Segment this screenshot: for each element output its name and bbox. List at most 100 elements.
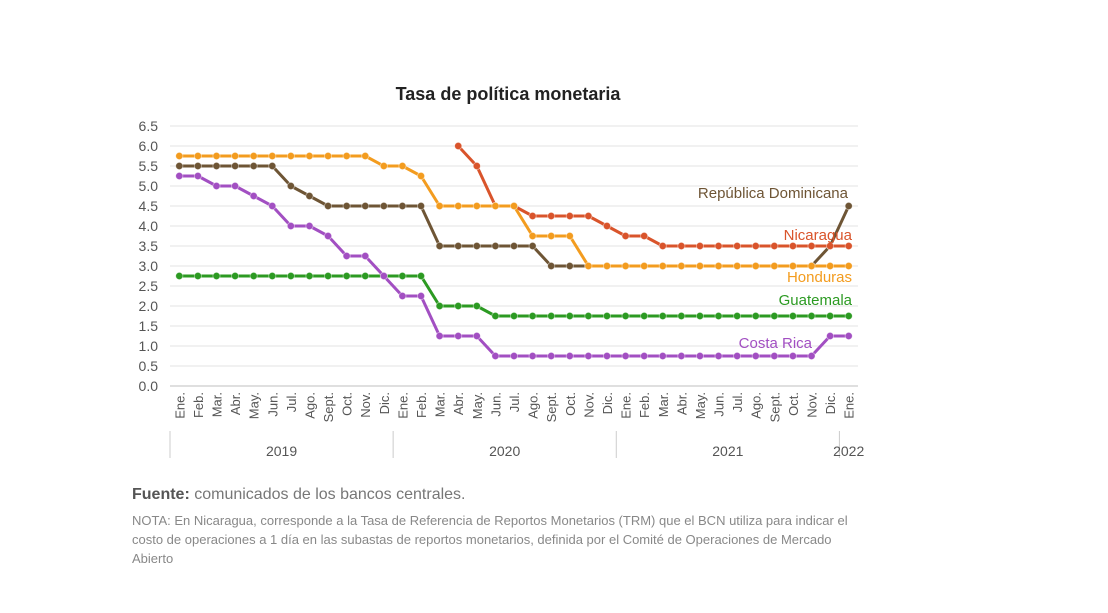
data-point-honduras (844, 261, 853, 270)
data-point-nicaragua (472, 161, 481, 170)
data-point-costa-rica (640, 351, 649, 360)
data-point-costa-rica (788, 351, 797, 360)
data-point-guatemala (788, 311, 797, 320)
data-point-guatemala (342, 271, 351, 280)
data-point-costa-rica (547, 351, 556, 360)
data-point-republica-dominicana (565, 261, 574, 270)
year-label: 2019 (266, 443, 297, 459)
data-point-guatemala (844, 311, 853, 320)
data-point-costa-rica (528, 351, 537, 360)
data-point-honduras (640, 261, 649, 270)
data-point-honduras (212, 151, 221, 160)
x-tick-label: Nov. (805, 392, 820, 418)
x-tick-label: Ene. (842, 392, 857, 419)
data-point-costa-rica (826, 331, 835, 340)
data-point-nicaragua (733, 241, 742, 250)
data-point-honduras (249, 151, 258, 160)
data-point-guatemala (565, 311, 574, 320)
data-point-honduras (361, 151, 370, 160)
data-point-republica-dominicana (193, 161, 202, 170)
data-point-nicaragua (547, 211, 556, 220)
x-tick-label: Dic. (377, 392, 392, 414)
data-point-honduras (621, 261, 630, 270)
data-point-guatemala (175, 271, 184, 280)
data-point-honduras (305, 151, 314, 160)
data-point-republica-dominicana (472, 241, 481, 250)
data-point-guatemala (454, 301, 463, 310)
data-point-costa-rica (454, 331, 463, 340)
data-point-nicaragua (844, 241, 853, 250)
data-point-honduras (286, 151, 295, 160)
data-point-nicaragua (807, 241, 816, 250)
data-point-costa-rica (286, 221, 295, 230)
data-point-costa-rica (714, 351, 723, 360)
data-point-guatemala (398, 271, 407, 280)
data-point-honduras (677, 261, 686, 270)
data-point-costa-rica (677, 351, 686, 360)
x-tick-label: Oct. (340, 392, 355, 416)
x-tick-label: Feb. (637, 392, 652, 418)
data-point-nicaragua (658, 241, 667, 250)
data-point-republica-dominicana (212, 161, 221, 170)
year-label: 2020 (489, 443, 520, 459)
y-tick-label: 0.5 (139, 358, 159, 374)
data-point-nicaragua (826, 241, 835, 250)
data-point-honduras (695, 261, 704, 270)
y-tick-label: 0.0 (139, 378, 159, 394)
data-point-guatemala (621, 311, 630, 320)
y-tick-label: 4.5 (139, 198, 159, 214)
x-tick-label: Ene. (172, 392, 187, 419)
data-point-guatemala (602, 311, 611, 320)
data-point-nicaragua (751, 241, 760, 250)
data-point-guatemala (417, 271, 426, 280)
data-point-honduras (398, 161, 407, 170)
series-line-nicaragua (457, 144, 849, 248)
y-tick-label: 2.5 (139, 278, 159, 294)
data-point-guatemala (193, 271, 202, 280)
data-point-nicaragua (770, 241, 779, 250)
data-point-republica-dominicana (175, 161, 184, 170)
data-point-honduras (231, 151, 240, 160)
data-point-republica-dominicana (324, 201, 333, 210)
data-point-honduras (193, 151, 202, 160)
data-point-guatemala (286, 271, 295, 280)
x-tick-label: Mar. (209, 392, 224, 417)
data-point-costa-rica (844, 331, 853, 340)
x-tick-label: Ago. (302, 392, 317, 419)
data-point-republica-dominicana (268, 161, 277, 170)
data-point-costa-rica (695, 351, 704, 360)
data-point-nicaragua (528, 211, 537, 220)
grid (170, 125, 858, 387)
data-point-costa-rica (249, 191, 258, 200)
data-point-republica-dominicana (231, 161, 240, 170)
y-axis: 0.0 0.5 1.0 1.5 2.0 2.5 3.0 3.5 4.0 4.5 5.0 5.5 6.0 6… (139, 118, 159, 394)
x-tick-label: Jul. (284, 392, 299, 412)
x-tick-label: Sept. (767, 392, 782, 422)
data-point-republica-dominicana (249, 161, 258, 170)
data-point-nicaragua (677, 241, 686, 250)
data-point-guatemala (435, 301, 444, 310)
data-point-honduras (417, 171, 426, 180)
y-tick-label: 3.5 (139, 238, 159, 254)
data-point-guatemala (677, 311, 686, 320)
y-tick-label: 1.0 (139, 338, 159, 354)
data-point-costa-rica (398, 291, 407, 300)
data-point-honduras (491, 201, 500, 210)
data-point-costa-rica (584, 351, 593, 360)
data-point-republica-dominicana (435, 241, 444, 250)
x-tick-label: Sept. (544, 392, 559, 422)
data-point-costa-rica (435, 331, 444, 340)
x-tick-label: Dic. (600, 392, 615, 414)
data-point-guatemala (733, 311, 742, 320)
data-point-republica-dominicana (305, 191, 314, 200)
data-point-costa-rica (565, 351, 574, 360)
y-tick-label: 1.5 (139, 318, 159, 334)
data-point-honduras (751, 261, 760, 270)
x-tick-label: Ago. (526, 392, 541, 419)
data-point-costa-rica (807, 351, 816, 360)
y-tick-label: 6.5 (139, 118, 159, 134)
x-tick-label: Abr. (674, 392, 689, 415)
data-point-costa-rica (621, 351, 630, 360)
data-point-nicaragua (621, 231, 630, 240)
data-point-honduras (658, 261, 667, 270)
